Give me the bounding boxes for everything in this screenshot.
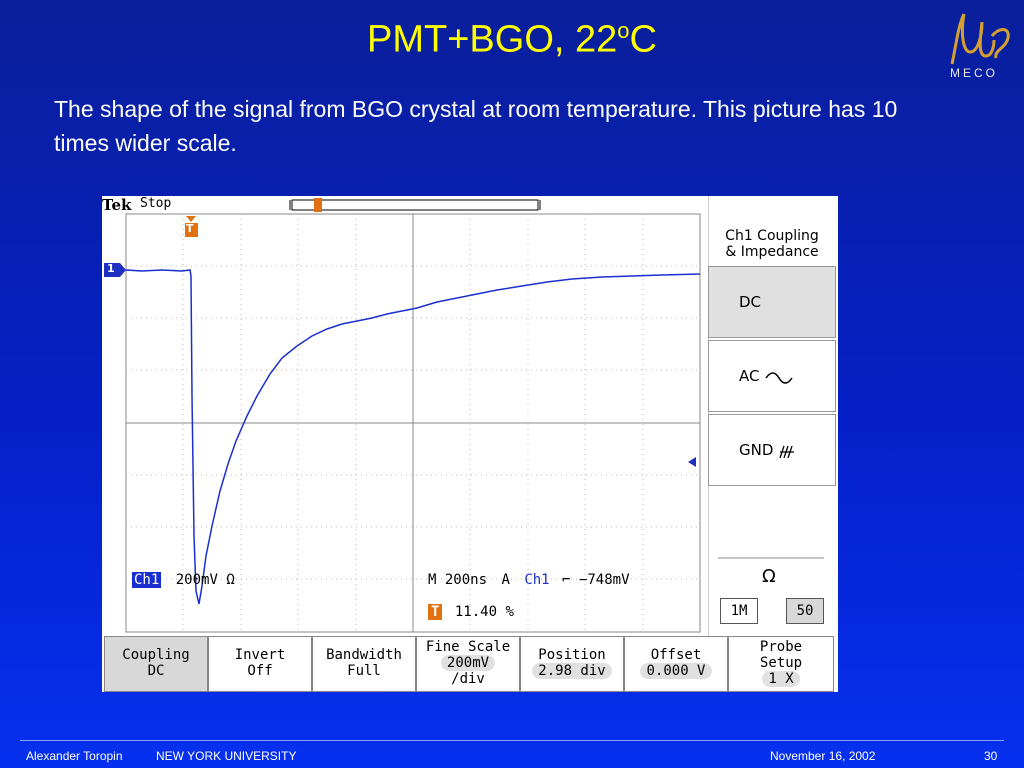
- channel-1-marker: [104, 263, 126, 277]
- bottom-probe-setup-button[interactable]: Probe Setup 1 X: [728, 636, 834, 692]
- channel-marker-label: 1: [107, 262, 115, 275]
- ch1-label: Ch1: [132, 572, 162, 588]
- bottom-offset-button[interactable]: Offset 0.000 V: [624, 636, 728, 692]
- bottom-coupling-button[interactable]: Coupling DC: [104, 636, 208, 692]
- footer-page-number: 30: [984, 749, 998, 763]
- scope-graticule: [104, 196, 824, 636]
- ground-icon: [779, 445, 795, 458]
- trigger-position-readout: T 11.40 %: [428, 604, 514, 620]
- trigger-mode: A: [501, 572, 510, 588]
- logo-wordmark: MECO: [950, 66, 998, 80]
- footer-author: Alexander Toropin: [26, 749, 123, 763]
- bottom-invert-button[interactable]: Invert Off: [208, 636, 312, 692]
- footer-divider: [20, 740, 1004, 741]
- footer-institution: NEW YORK UNIVERSITY: [156, 749, 297, 763]
- slide-title: PMT+BGO, 22oC: [367, 18, 657, 61]
- record-length-bar: [291, 199, 539, 211]
- ohm-symbol: Ω: [226, 572, 235, 588]
- meco-logo: [950, 13, 1010, 65]
- trigger-marker: [185, 216, 198, 237]
- bottom-position-button[interactable]: Position 2.98 div: [520, 636, 624, 692]
- trigger-marker-label: T: [186, 222, 194, 235]
- trigger-level-arrow: [688, 457, 696, 467]
- bottom-bandwidth-button[interactable]: Bandwidth Full: [312, 636, 416, 692]
- trigger-position-value: 11.40 %: [454, 604, 514, 620]
- grid-lines: [126, 214, 700, 632]
- footer-date: November 16, 2002: [770, 749, 876, 763]
- timebase: M 200ns: [428, 572, 488, 588]
- tek-brand: Tek: [102, 196, 132, 214]
- coupling-ac-button[interactable]: AC: [708, 340, 836, 412]
- trigger-position-icon: T: [428, 604, 443, 620]
- impedance-1m-button[interactable]: 1M: [720, 598, 758, 624]
- slide-subtitle: The shape of the signal from BGO crystal…: [54, 96, 898, 156]
- coupling-dc-button[interactable]: DC: [708, 266, 836, 338]
- channel-readout: Ch1 200mV Ω: [132, 572, 235, 588]
- side-menu-header: Ch1 Coupling & Impedance: [725, 228, 819, 260]
- trigger-slope-icon: ⌐: [562, 572, 571, 588]
- trigger-level: −748mV: [578, 572, 630, 588]
- impedance-label: Ω: [762, 566, 776, 587]
- acquisition-status: Stop: [140, 196, 172, 211]
- coupling-gnd-button[interactable]: GND: [708, 414, 836, 486]
- timebase-readout: M 200ns A Ch1 ⌐ −748mV: [428, 572, 630, 588]
- bottom-fine-scale-button[interactable]: Fine Scale 200mV /div: [416, 636, 520, 692]
- trigger-position-indicator: [314, 198, 322, 212]
- trigger-channel: Ch1: [524, 572, 550, 588]
- impedance-50-button[interactable]: 50: [786, 598, 824, 624]
- oscilloscope-screenshot: Tek Stop: [102, 196, 838, 692]
- ch1-scale: 200mV: [175, 572, 218, 588]
- center-axes: [126, 214, 700, 632]
- signal-trace: [125, 269, 701, 605]
- ac-wave-icon: [765, 371, 793, 384]
